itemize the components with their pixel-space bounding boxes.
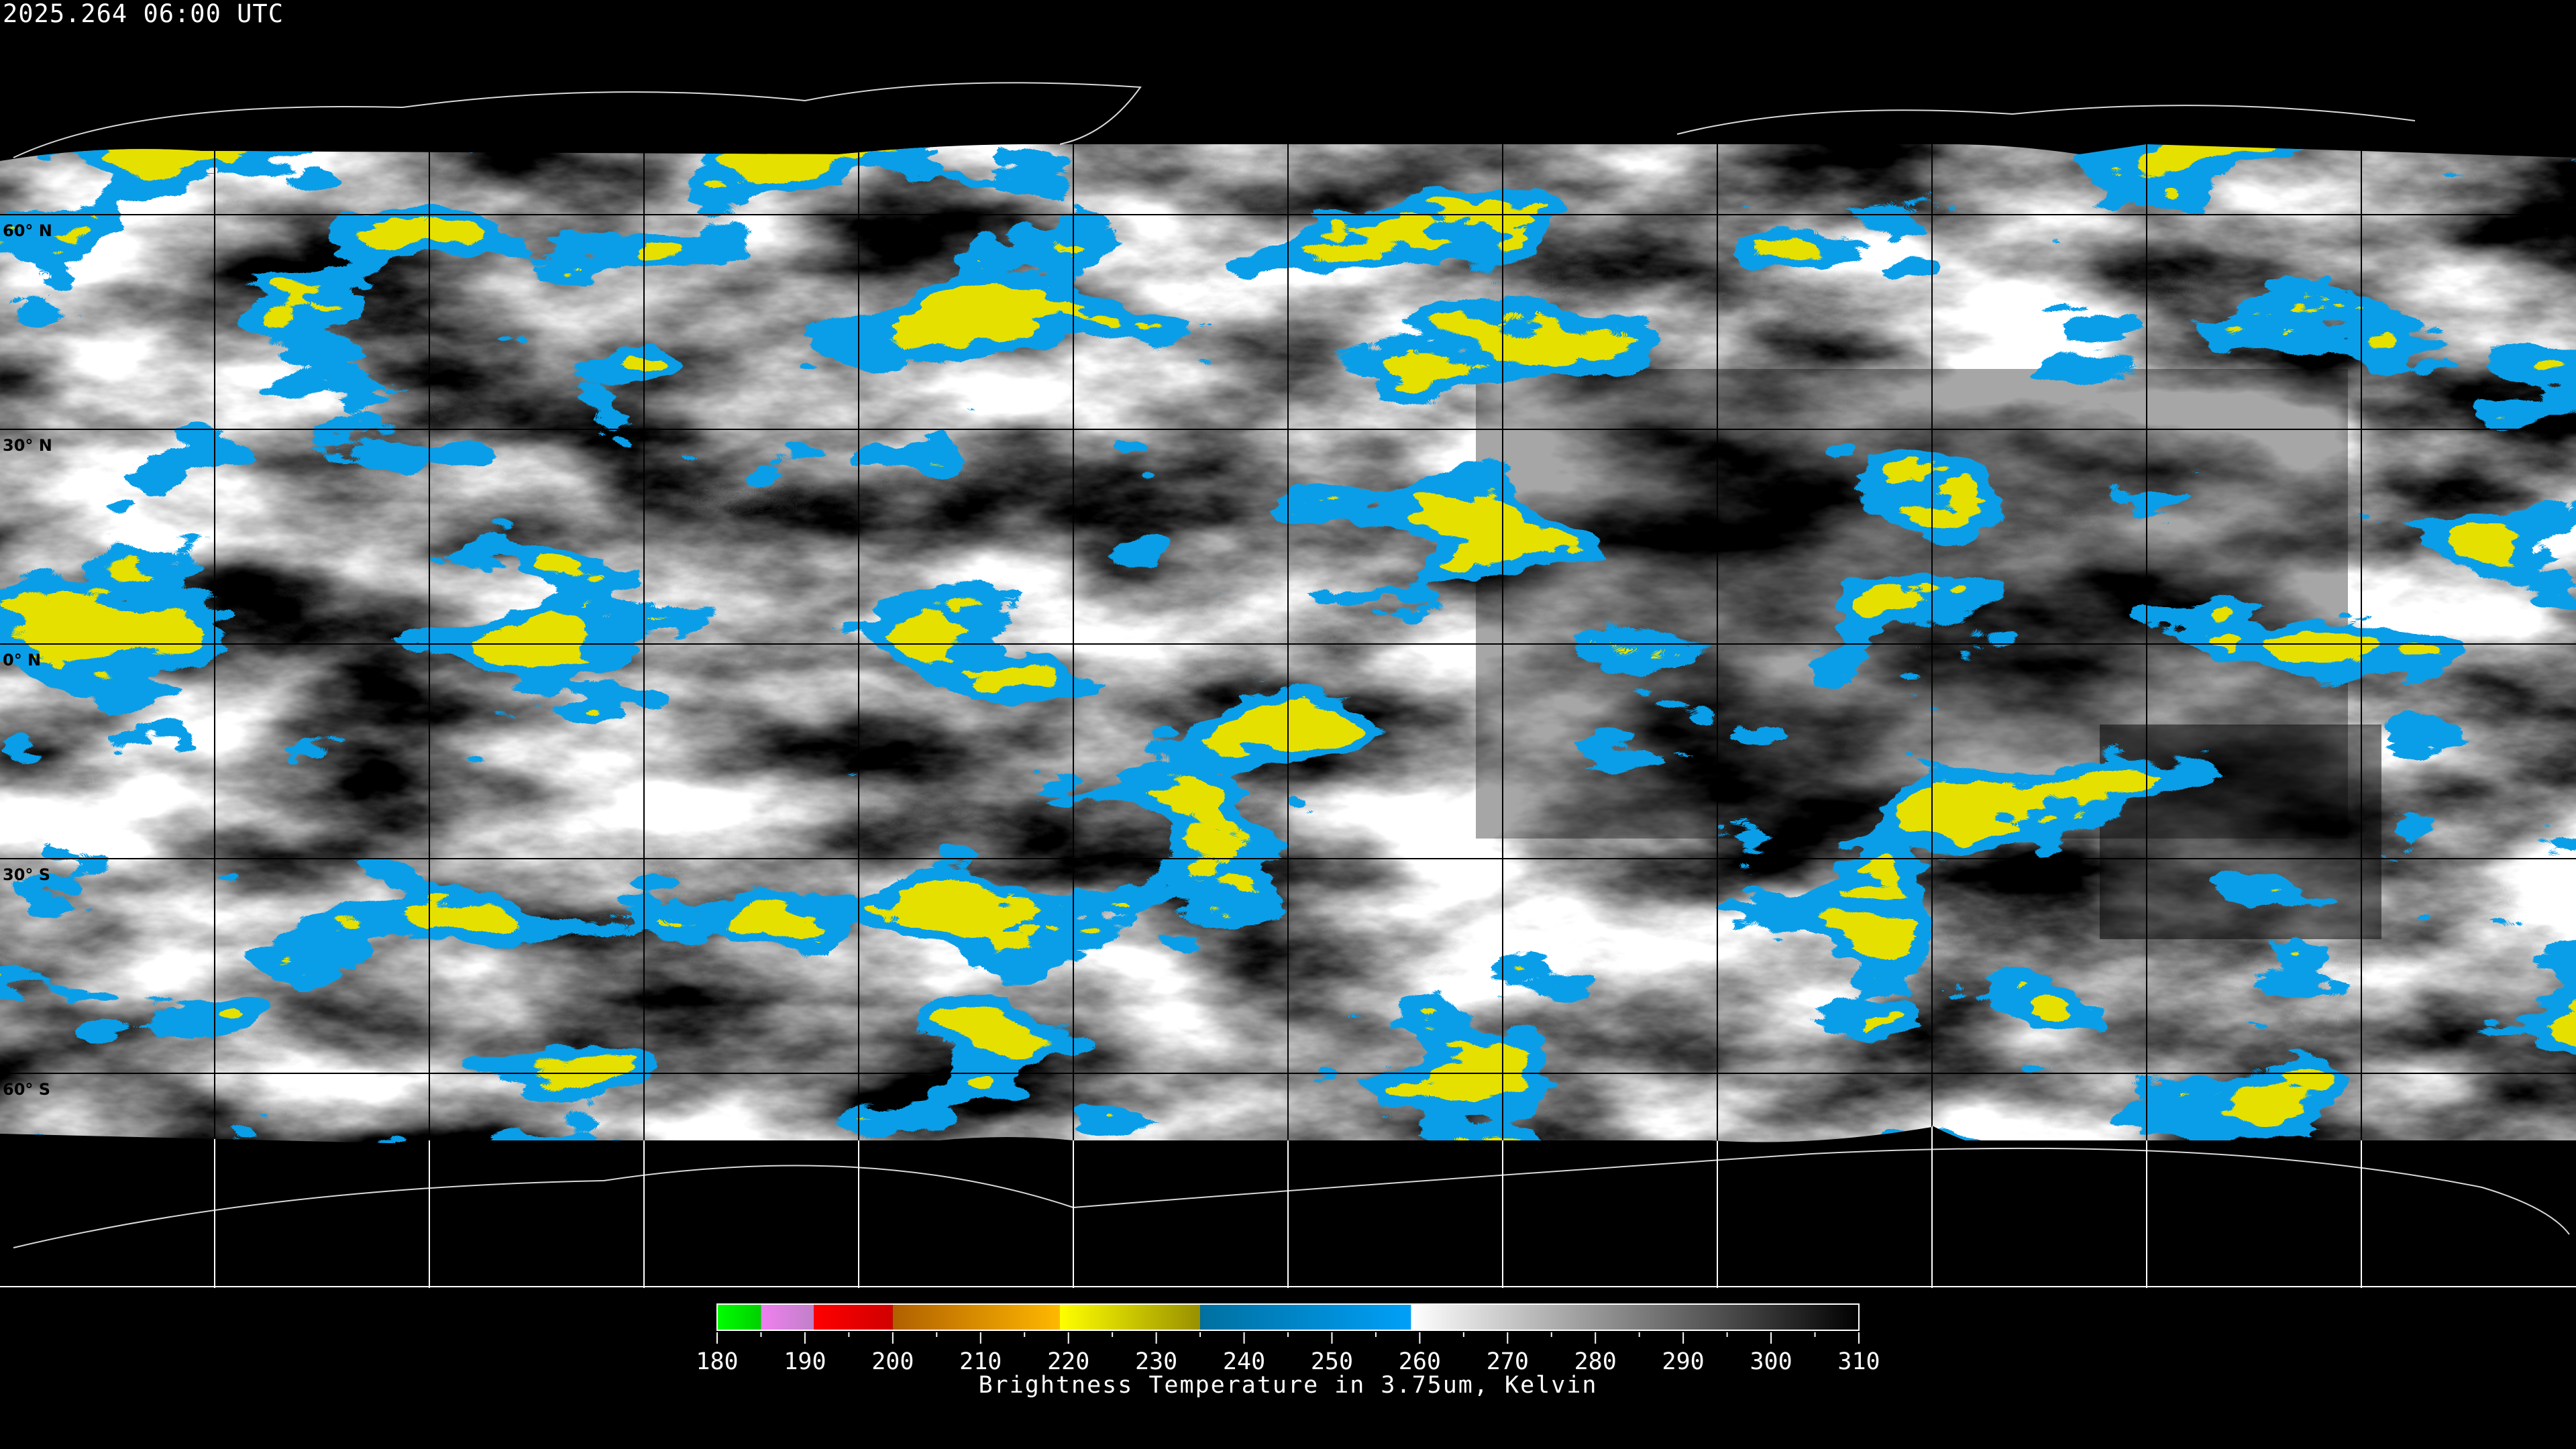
latitude-label: 60° N — [3, 221, 52, 240]
colorbar-segment — [814, 1304, 893, 1330]
colorbar-frame — [716, 1303, 1860, 1331]
colorbar-tick-label: 290 — [1662, 1348, 1705, 1375]
satellite-map — [0, 0, 2576, 1288]
colorbar-tick-label: 260 — [1399, 1348, 1441, 1375]
colorbar-segment — [1059, 1304, 1201, 1330]
colorbar-tick-label: 240 — [1223, 1348, 1265, 1375]
colorbar-caption: Brightness Temperature in 3.75um, Kelvin — [978, 1372, 1598, 1399]
colorbar-segment — [1200, 1304, 1411, 1330]
colorbar-segment — [892, 1304, 1060, 1330]
colorbar-segment — [761, 1304, 814, 1330]
latitude-label: 30° S — [3, 865, 51, 884]
colorbar: 180 190 200 210 220 230 240 250 260 270 280 290 300 3… — [696, 1303, 1880, 1375]
colorbar-tick-label: 220 — [1047, 1348, 1089, 1375]
colorbar-tick-label: 250 — [1311, 1348, 1353, 1375]
graticule-black — [0, 0, 2576, 1288]
latitude-label: 30° N — [3, 436, 52, 455]
colorbar-tick-label: 270 — [1487, 1348, 1529, 1375]
coastlines — [13, 82, 2570, 1248]
colorbar-tick-label: 180 — [696, 1348, 738, 1375]
colorbar-segment — [717, 1304, 761, 1330]
colorbar-tick-label: 210 — [959, 1348, 1002, 1375]
colorbar-tick-label: 200 — [871, 1348, 914, 1375]
latitude-label: 0° N — [3, 651, 42, 669]
colorbar-tick-label: 230 — [1135, 1348, 1177, 1375]
timestamp-title: 2025.264 06:00 UTC — [3, 0, 284, 28]
colorbar-tick-label: 280 — [1574, 1348, 1617, 1375]
latitude-label: 60° S — [3, 1080, 51, 1099]
colorbar-tick-label: 300 — [1750, 1348, 1792, 1375]
colorbar-tick-label: 310 — [1837, 1348, 1880, 1375]
colorbar-segment — [1411, 1304, 1859, 1330]
colorbar-tick-label: 190 — [784, 1348, 826, 1375]
